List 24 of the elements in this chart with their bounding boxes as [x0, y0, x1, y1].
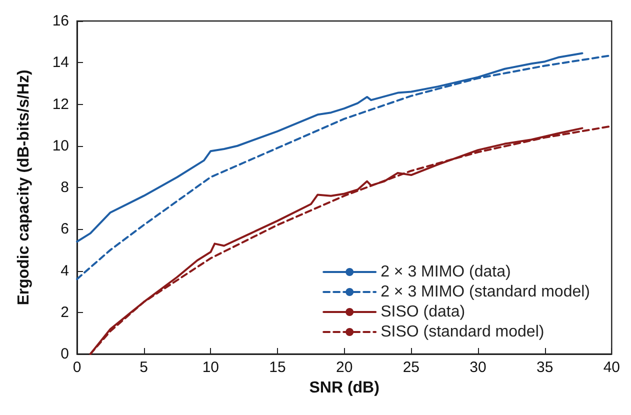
y-tick-label: 2: [60, 304, 69, 321]
y-tick-label: 8: [60, 179, 69, 196]
x-tick-label: 10: [202, 359, 220, 376]
legend-label: SISO (data): [380, 304, 466, 320]
x-tick-label: 40: [603, 359, 620, 376]
y-tick-label: 14: [52, 54, 69, 72]
y-axis-title: Ergodic capacity (dB-bits/s/Hz): [16, 70, 32, 306]
x-tick-label: 25: [402, 359, 420, 376]
y-tick-label: 6: [60, 220, 69, 238]
y-tick-label: 0: [60, 346, 69, 362]
x-axis-title: SNR (dB): [309, 379, 380, 396]
x-tick-label: 5: [140, 359, 148, 376]
legend-label: 2 × 3 MIMO (data): [380, 264, 511, 280]
x-tick-label: 20: [336, 359, 353, 376]
y-tick-label: 16: [52, 12, 69, 30]
legend-label: 2 × 3 MIMO (standard model): [380, 284, 590, 300]
y-tick-label: 12: [52, 96, 69, 113]
x-tick-label: 35: [536, 359, 554, 376]
x-tick-label: 15: [269, 359, 286, 376]
x-tick-label: 0: [72, 359, 82, 376]
x-tick-label: 30: [470, 359, 486, 376]
legend-label: SISO (standard model): [380, 324, 544, 340]
y-tick-label: 10: [52, 137, 69, 154]
y-tick-label: 4: [60, 262, 69, 280]
